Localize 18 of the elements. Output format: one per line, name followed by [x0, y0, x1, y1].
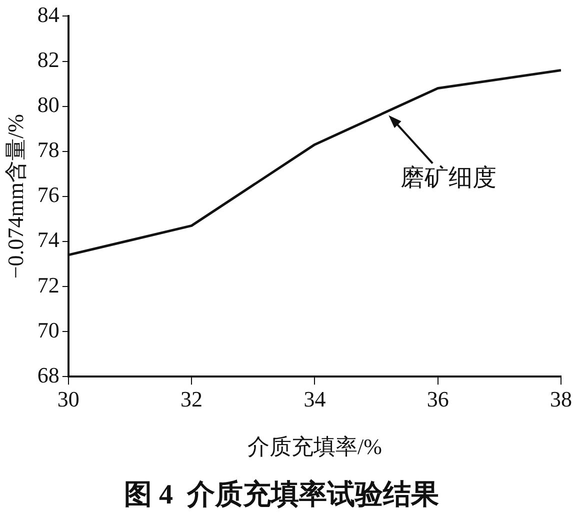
x-tick-label: 38 [550, 386, 572, 412]
x-tick-label: 36 [426, 386, 449, 412]
x-axis-title: 介质充填率/% [247, 434, 382, 459]
y-tick-label: 72 [37, 272, 60, 298]
y-tick-label: 82 [37, 47, 60, 72]
annotation: 磨矿细度 [400, 164, 497, 192]
y-tick-label: 76 [37, 182, 60, 208]
y-tick-label: 74 [37, 227, 60, 252]
y-tick-label: 84 [37, 2, 60, 27]
y-tick-label: 68 [37, 362, 60, 388]
y-tick-label: 80 [37, 92, 60, 118]
text: 图 4 介质充填率试验结果 [124, 478, 439, 510]
x-tick-label: 32 [180, 386, 203, 412]
x-tick-label: 34 [304, 386, 326, 412]
x-tick-label: 30 [57, 386, 80, 412]
y-tick-label: 70 [37, 317, 60, 342]
y-axis-title: −0.074mm含量/% [2, 114, 28, 279]
y-tick-label: 78 [37, 137, 60, 162]
